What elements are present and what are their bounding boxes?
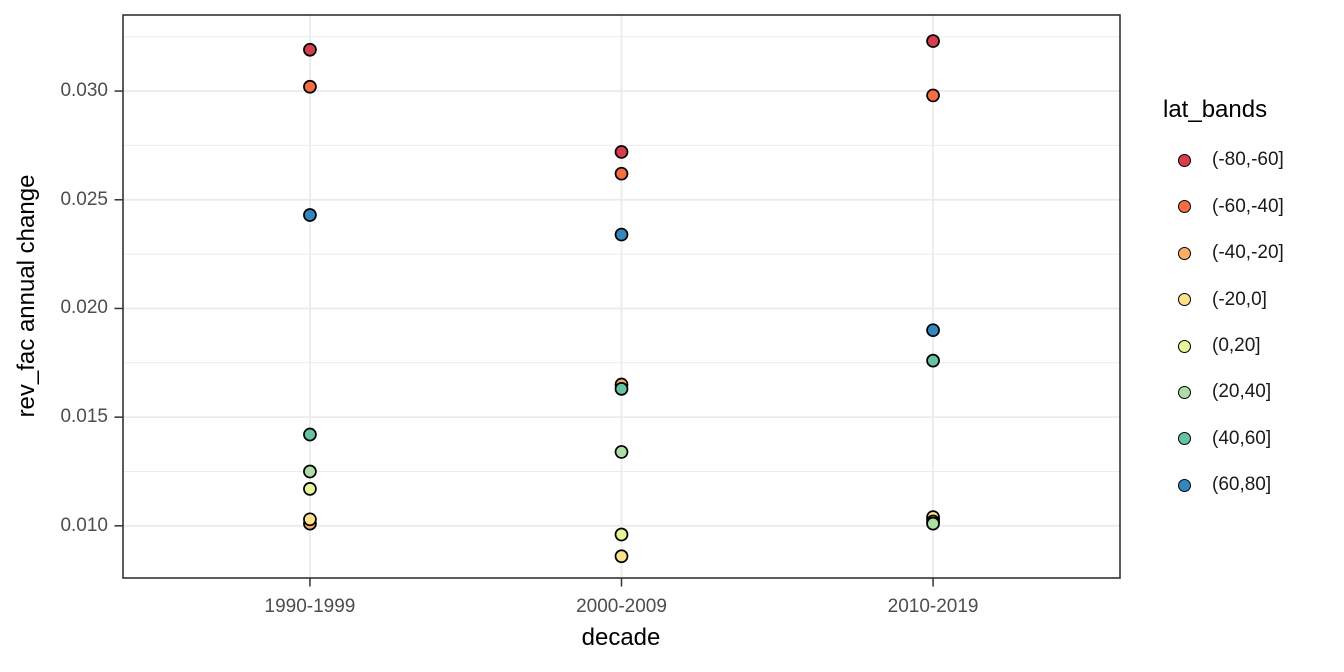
data-point bbox=[614, 145, 629, 159]
y-axis-title: rev_fac annual change bbox=[13, 174, 40, 418]
data-point bbox=[303, 208, 317, 222]
data-point bbox=[614, 166, 629, 181]
data-point bbox=[614, 445, 629, 459]
data-point bbox=[614, 549, 629, 564]
data-point bbox=[303, 512, 317, 527]
data-point bbox=[926, 353, 940, 368]
x-tick-label: 2000-2009 bbox=[576, 596, 667, 617]
y-tick-label: 0.015 bbox=[60, 406, 108, 428]
data-point bbox=[926, 323, 940, 338]
data-point bbox=[303, 464, 317, 479]
data-point bbox=[303, 427, 317, 442]
data-point bbox=[303, 482, 317, 496]
data-point bbox=[303, 42, 317, 57]
data-point bbox=[926, 88, 940, 103]
data-point bbox=[614, 382, 629, 396]
y-tick-label: 0.025 bbox=[60, 188, 108, 210]
y-tick-label: 0.010 bbox=[60, 514, 108, 536]
x-tick-label: 1990-1999 bbox=[264, 596, 356, 617]
data-point bbox=[926, 516, 940, 531]
x-axis-title: decade bbox=[581, 624, 661, 651]
data-point bbox=[926, 34, 940, 48]
y-tick-label: 0.030 bbox=[60, 80, 108, 102]
x-tick-label: 2010-2019 bbox=[887, 596, 979, 617]
data-point bbox=[614, 527, 629, 542]
data-point bbox=[614, 227, 629, 242]
y-tick-label: 0.020 bbox=[60, 297, 108, 319]
data-point bbox=[303, 79, 317, 94]
